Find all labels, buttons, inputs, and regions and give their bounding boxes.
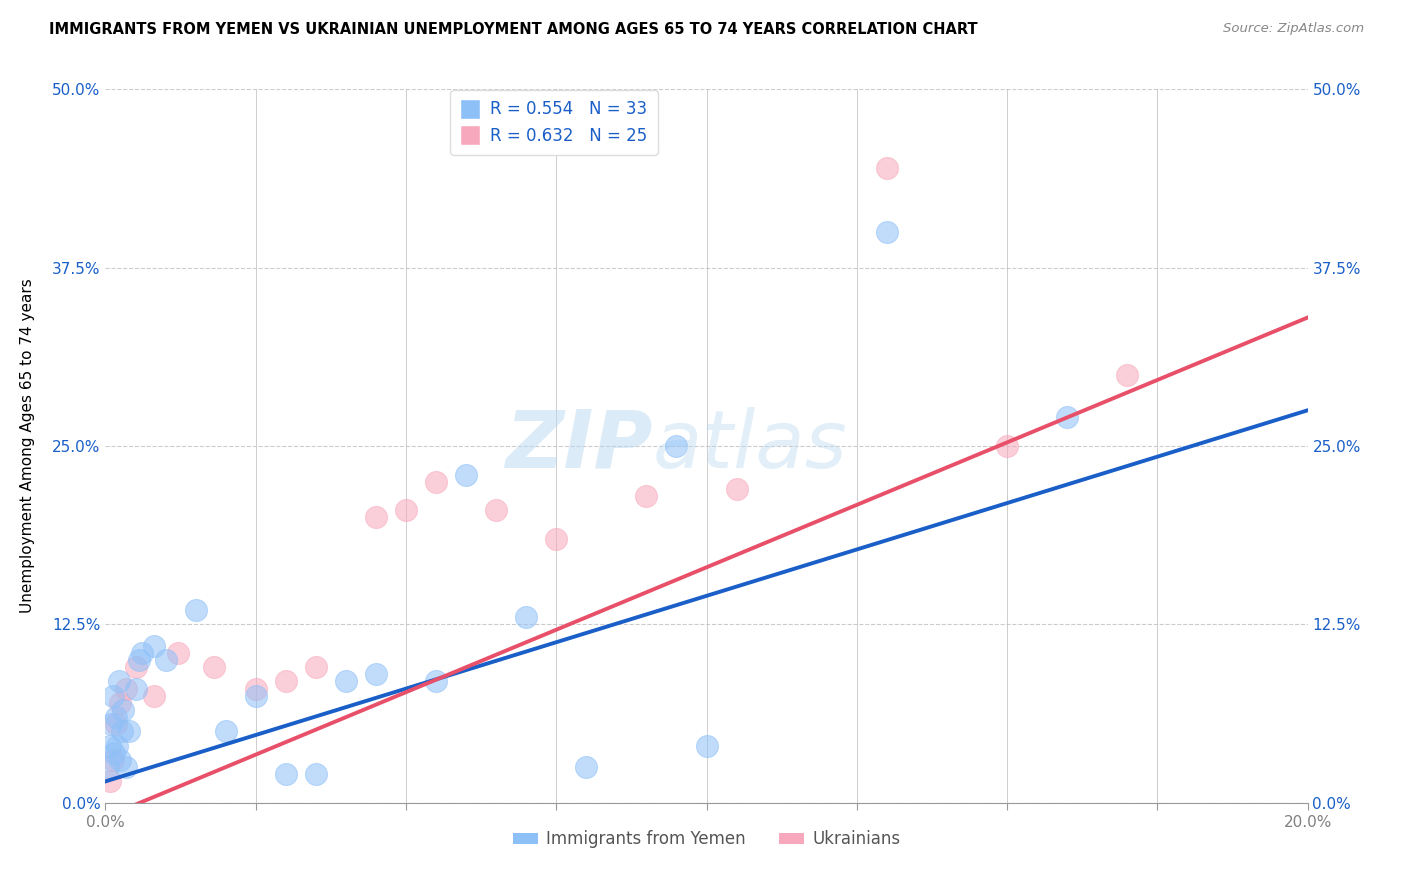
Point — [155, 653, 177, 667]
Point — [111, 724, 134, 739]
Point — [696, 739, 718, 753]
Point — [245, 681, 267, 696]
Point — [118, 724, 141, 739]
Point — [214, 724, 236, 739]
Point — [105, 717, 128, 731]
Point — [305, 767, 328, 781]
Text: ZIP: ZIP — [505, 407, 652, 485]
Point — [131, 646, 153, 660]
Point — [103, 746, 125, 760]
Point — [124, 681, 146, 696]
Point — [364, 510, 387, 524]
Point — [876, 225, 898, 239]
Point — [101, 753, 124, 767]
Point — [245, 689, 267, 703]
Point — [166, 646, 188, 660]
Point — [107, 739, 129, 753]
Point — [395, 503, 418, 517]
Point — [115, 760, 138, 774]
Point — [425, 674, 447, 689]
Legend: Immigrants from Yemen, Ukrainians: Immigrants from Yemen, Ukrainians — [506, 824, 907, 855]
Point — [456, 467, 478, 482]
Point — [101, 689, 124, 703]
Point — [725, 482, 748, 496]
Point — [184, 603, 207, 617]
Point — [1056, 410, 1078, 425]
Point — [202, 660, 225, 674]
Point — [115, 681, 138, 696]
Point — [335, 674, 357, 689]
Point — [485, 503, 508, 517]
Point — [665, 439, 688, 453]
Point — [98, 739, 121, 753]
Point — [995, 439, 1018, 453]
Point — [515, 610, 537, 624]
Point — [305, 660, 328, 674]
Point — [98, 774, 121, 789]
Point — [274, 674, 297, 689]
Point — [364, 667, 387, 681]
Point — [112, 703, 135, 717]
Text: atlas: atlas — [652, 407, 848, 485]
Point — [110, 696, 132, 710]
Y-axis label: Unemployment Among Ages 65 to 74 years: Unemployment Among Ages 65 to 74 years — [21, 278, 35, 614]
Point — [110, 753, 132, 767]
Point — [546, 532, 568, 546]
Point — [636, 489, 658, 503]
Point — [105, 710, 128, 724]
Point — [425, 475, 447, 489]
Point — [124, 660, 146, 674]
Point — [876, 161, 898, 175]
Point — [142, 689, 165, 703]
Point — [274, 767, 297, 781]
Point — [97, 760, 120, 774]
Text: IMMIGRANTS FROM YEMEN VS UKRAINIAN UNEMPLOYMENT AMONG AGES 65 TO 74 YEARS CORREL: IMMIGRANTS FROM YEMEN VS UKRAINIAN UNEMP… — [49, 22, 977, 37]
Point — [107, 674, 129, 689]
Point — [575, 760, 598, 774]
Point — [142, 639, 165, 653]
Point — [100, 717, 122, 731]
Point — [1116, 368, 1139, 382]
Point — [128, 653, 150, 667]
Text: Source: ZipAtlas.com: Source: ZipAtlas.com — [1223, 22, 1364, 36]
